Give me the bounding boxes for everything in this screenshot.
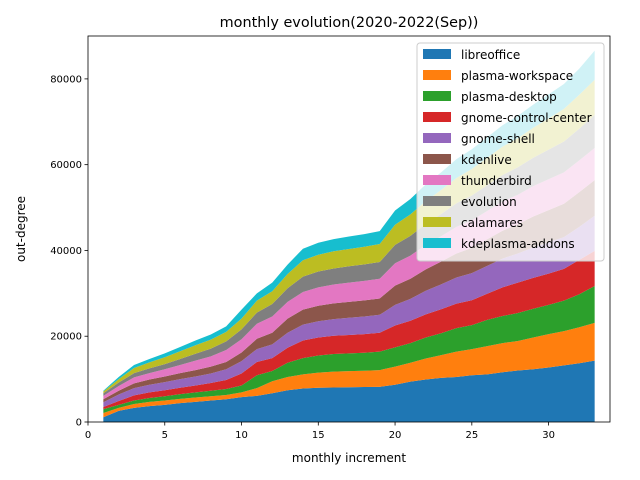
legend: libreoffice plasma-workspace plasma-deskto… [416, 42, 605, 262]
legend-label-gnome-shell: gnome-shell [461, 132, 535, 146]
x-axis-label: monthly increment [292, 451, 406, 465]
area-calamares [103, 79, 595, 394]
legend-label-plasma-desktop: plasma-desktop [461, 90, 557, 104]
legend-label-kdeplasma-addons: kdeplasma-addons [461, 237, 575, 251]
x-axis-ticks: 0 5 10 15 20 25 30 [85, 422, 555, 441]
x-tick-label: 10 [235, 430, 248, 441]
y-axis-label: out-degree [14, 196, 28, 262]
x-tick-label: 0 [85, 430, 91, 441]
area-thunderbird [103, 147, 595, 400]
y-tick-label: 40000 [50, 246, 82, 257]
legend-label-calamares: calamares [461, 216, 523, 230]
legend-label-gnome-control-center: gnome-control-center [461, 111, 592, 125]
legend-swatch-kdenlive [423, 154, 451, 164]
x-tick-label: 20 [389, 430, 402, 441]
area-gnome-control-center [103, 250, 595, 410]
area-gnome-shell [103, 215, 595, 407]
y-tick-label: 20000 [50, 332, 82, 343]
legend-label-evolution: evolution [461, 195, 517, 209]
stacked-areas [103, 50, 595, 422]
legend-swatch-gnome-shell [423, 133, 451, 143]
area-plasma-desktop [103, 286, 595, 413]
legend-label-thunderbird: thunderbird [461, 174, 532, 188]
legend-swatch-libreoffice [423, 49, 451, 59]
y-axis-ticks: 0 20000 40000 60000 80000 [50, 74, 88, 429]
area-kdenlive [103, 180, 595, 403]
x-tick-label: 15 [312, 430, 325, 441]
y-tick-label: 80000 [50, 74, 82, 85]
plot-frame [87, 35, 611, 423]
y-tick-label: 60000 [50, 160, 82, 171]
x-tick-label: 30 [542, 430, 555, 441]
legend-swatch-calamares [423, 217, 451, 227]
legend-label-libreoffice: libreoffice [461, 48, 520, 62]
x-tick-label: 5 [162, 430, 168, 441]
chart-title: monthly evolution(2020-2022(Sep)) [220, 15, 479, 31]
legend-swatch-plasma-workspace [423, 70, 451, 80]
area-plasma-workspace [103, 322, 595, 418]
legend-swatch-gnome-control-center [423, 112, 451, 122]
legend-swatch-thunderbird [423, 175, 451, 185]
area-evolution [103, 114, 595, 396]
legend-box [416, 42, 605, 262]
legend-label-kdenlive: kdenlive [461, 153, 512, 167]
legend-swatch-evolution [423, 196, 451, 206]
legend-label-plasma-workspace: plasma-workspace [461, 69, 573, 83]
legend-swatch-plasma-desktop [423, 91, 451, 101]
x-tick-label: 25 [465, 430, 478, 441]
area-libreoffice [103, 360, 595, 422]
y-tick-label: 0 [76, 418, 82, 429]
legend-swatch-kdeplasma-addons [423, 238, 451, 248]
